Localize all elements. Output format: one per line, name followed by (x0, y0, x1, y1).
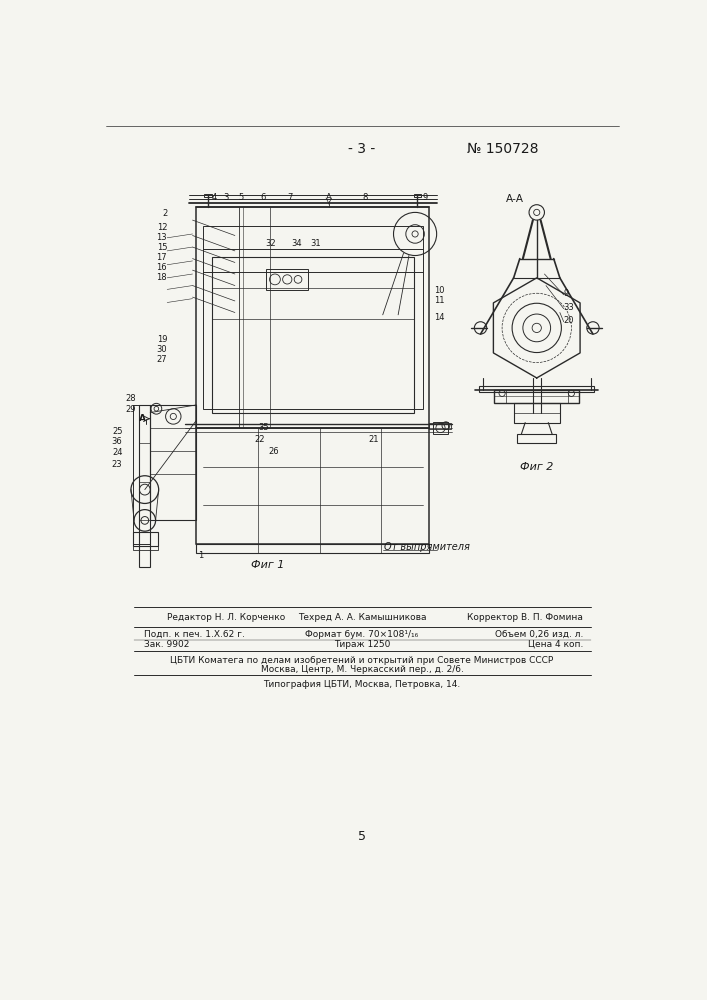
Text: 6: 6 (261, 192, 266, 202)
Text: Фиг 2: Фиг 2 (520, 462, 554, 472)
Text: Зак. 9902: Зак. 9902 (144, 640, 189, 649)
Text: Объем 0,26 изд. л.: Объем 0,26 изд. л. (495, 630, 583, 639)
Text: От выпрямителя: От выпрямителя (385, 542, 470, 552)
Text: 9: 9 (563, 289, 569, 298)
Text: 28: 28 (126, 394, 136, 403)
Text: № 150728: № 150728 (467, 142, 539, 156)
Bar (139, 405, 150, 567)
Text: 20: 20 (563, 316, 574, 325)
Text: Типография ЦБТИ, Москва, Петровка, 14.: Типография ЦБТИ, Москва, Петровка, 14. (263, 680, 460, 689)
Text: 12: 12 (157, 223, 167, 232)
Text: Редактор Н. Л. Корченко: Редактор Н. Л. Корченко (167, 613, 286, 622)
Bar (479, 386, 595, 392)
Text: - 3 -: - 3 - (349, 142, 375, 156)
Text: 17: 17 (156, 253, 167, 262)
Text: 7: 7 (288, 192, 293, 202)
Bar (429, 423, 450, 429)
Bar (518, 434, 556, 443)
Text: 21: 21 (369, 435, 380, 444)
Text: 1: 1 (198, 551, 203, 560)
Text: 25: 25 (112, 427, 122, 436)
Text: 11: 11 (434, 296, 445, 305)
Text: A: A (139, 414, 146, 423)
Text: А-А: А-А (506, 194, 524, 204)
Text: Формат бум. 70×108¹/₁₆: Формат бум. 70×108¹/₁₆ (305, 630, 419, 639)
Bar (204, 194, 212, 197)
Text: 13: 13 (156, 233, 167, 242)
Text: Тираж 1250: Тираж 1250 (334, 640, 390, 649)
Text: 23: 23 (112, 460, 122, 469)
Text: 9: 9 (423, 192, 428, 202)
Text: 22: 22 (254, 435, 264, 444)
Bar (266, 269, 308, 290)
Bar (433, 422, 448, 434)
Text: Москва, Центр, М. Черкасский пер., д. 2/6.: Москва, Центр, М. Черкасский пер., д. 2/… (260, 665, 463, 674)
Bar (197, 544, 429, 553)
Bar (133, 405, 150, 544)
Bar (197, 207, 429, 428)
Text: 31: 31 (310, 239, 321, 248)
Bar (133, 532, 158, 546)
Text: 5: 5 (238, 192, 244, 202)
Bar (494, 389, 579, 403)
Text: 29: 29 (126, 405, 136, 414)
Bar (150, 405, 197, 520)
Text: 33: 33 (563, 303, 575, 312)
Text: 18: 18 (156, 273, 167, 282)
Text: Техред А. А. Камышникова: Техред А. А. Камышникова (298, 613, 426, 622)
Text: ЦБТИ Коматега по делам изобретений и открытий при Совете Министров СССР: ЦБТИ Коматега по делам изобретений и отк… (170, 656, 554, 665)
Text: 19: 19 (157, 335, 167, 344)
Bar (197, 428, 429, 544)
Text: Корректор В. П. Фомина: Корректор В. П. Фомина (467, 613, 583, 622)
Text: 14: 14 (434, 313, 445, 322)
Text: Подп. к печ. 1.X.62 г.: Подп. к печ. 1.X.62 г. (144, 630, 245, 639)
Text: 3: 3 (223, 192, 228, 202)
Text: 10: 10 (434, 286, 445, 295)
Text: 26: 26 (269, 447, 279, 456)
Text: 16: 16 (156, 263, 167, 272)
Bar (133, 546, 158, 550)
Text: 30: 30 (156, 345, 167, 354)
Text: Фиг 1: Фиг 1 (250, 560, 284, 570)
Bar (212, 257, 414, 413)
Text: Цена 4 коп.: Цена 4 коп. (527, 640, 583, 649)
Text: 32: 32 (266, 239, 276, 248)
Text: 34: 34 (291, 239, 302, 248)
Text: 24: 24 (112, 448, 122, 457)
Text: 15: 15 (157, 243, 167, 252)
Text: A: A (326, 192, 332, 202)
Bar (414, 194, 421, 197)
Bar (203, 226, 423, 409)
Text: 5: 5 (358, 830, 366, 843)
Text: 2: 2 (162, 209, 167, 218)
Text: 36: 36 (112, 437, 122, 446)
Text: 8: 8 (363, 192, 368, 202)
Text: 27: 27 (156, 355, 167, 364)
Bar (514, 403, 560, 423)
Text: 4: 4 (211, 192, 217, 202)
Text: 35: 35 (258, 424, 269, 432)
